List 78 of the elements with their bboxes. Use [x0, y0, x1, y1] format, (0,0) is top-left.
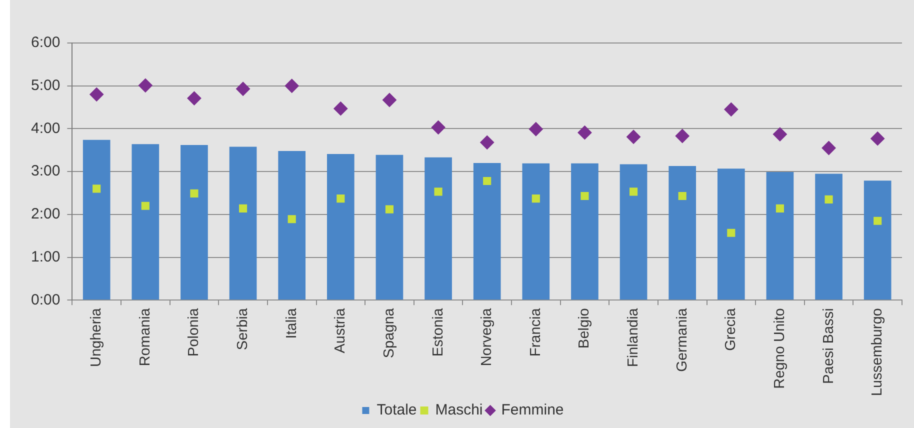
x-tick-label: Austria — [332, 307, 349, 354]
bar — [815, 174, 842, 300]
point — [92, 184, 101, 193]
x-tick-label: Polonia — [186, 307, 202, 357]
bar — [229, 146, 257, 300]
point — [90, 87, 104, 102]
x-tick-label: Spagna — [381, 307, 398, 358]
x-tick-label: Belgio — [576, 308, 593, 348]
point — [532, 194, 540, 203]
legend-label: Totale — [376, 402, 417, 419]
point — [434, 188, 442, 196]
y-tick-label: 1:00 — [30, 248, 60, 266]
bar — [620, 164, 648, 300]
bar — [864, 180, 892, 300]
x-tick-label: Estonia — [430, 307, 446, 357]
y-tick-label: 4:00 — [30, 120, 60, 137]
bar — [82, 140, 110, 300]
point — [675, 129, 690, 143]
point — [626, 130, 641, 144]
x-tick-label: Romania — [137, 307, 154, 366]
x-tick-label: Regno Unito — [772, 308, 788, 389]
x-tick-label: Finlandia — [626, 307, 642, 367]
point — [580, 192, 589, 200]
point — [824, 195, 833, 204]
point — [724, 102, 738, 116]
bar — [424, 157, 452, 300]
y-tick-label: 5:00 — [30, 77, 60, 94]
point — [772, 127, 787, 142]
x-tick-label: Norvegia — [479, 307, 496, 366]
x-tick-label: Ungheria — [88, 307, 105, 367]
point — [431, 120, 446, 134]
x-tick-label: Grecia — [723, 307, 740, 351]
point — [483, 176, 492, 186]
bar — [766, 172, 794, 300]
x-tick-label: Serbia — [235, 307, 252, 350]
y-tick-label: 3:00 — [30, 162, 60, 180]
bar — [571, 163, 598, 300]
x-tick-label: Germania — [674, 307, 690, 372]
point — [138, 78, 152, 92]
point — [678, 192, 686, 200]
point — [336, 194, 345, 203]
bar — [376, 154, 404, 300]
point — [727, 228, 736, 237]
y-tick-label: 2:00 — [30, 206, 60, 223]
point — [870, 132, 885, 146]
point — [382, 93, 396, 107]
point — [190, 189, 198, 198]
point — [239, 204, 248, 212]
point — [776, 204, 784, 212]
legend-label: Femmine — [501, 402, 564, 419]
bar — [668, 166, 696, 300]
bar — [522, 163, 550, 300]
point — [578, 126, 592, 140]
x-tick-label: Italia — [284, 307, 300, 339]
point — [822, 141, 836, 155]
point — [141, 202, 150, 210]
point — [288, 215, 296, 224]
point — [236, 82, 250, 96]
point — [334, 102, 348, 116]
bar — [473, 163, 501, 300]
bar — [132, 144, 160, 300]
bar — [180, 145, 208, 300]
point — [874, 216, 882, 225]
bar — [326, 154, 354, 300]
x-tick-label: Francia — [528, 307, 544, 357]
legend-label: Maschi — [435, 402, 483, 419]
x-tick-label: Lussemburgo — [870, 308, 886, 396]
bar — [278, 151, 306, 300]
point — [187, 91, 202, 106]
point — [528, 122, 543, 136]
point — [630, 188, 638, 196]
point — [385, 205, 394, 214]
x-tick-label: Paesi Bassi — [820, 308, 837, 384]
y-tick-label: 6:00 — [30, 34, 60, 52]
point — [480, 135, 494, 150]
y-tick-label: 0:00 — [30, 291, 60, 308]
point — [284, 78, 299, 93]
bar — [717, 168, 745, 300]
